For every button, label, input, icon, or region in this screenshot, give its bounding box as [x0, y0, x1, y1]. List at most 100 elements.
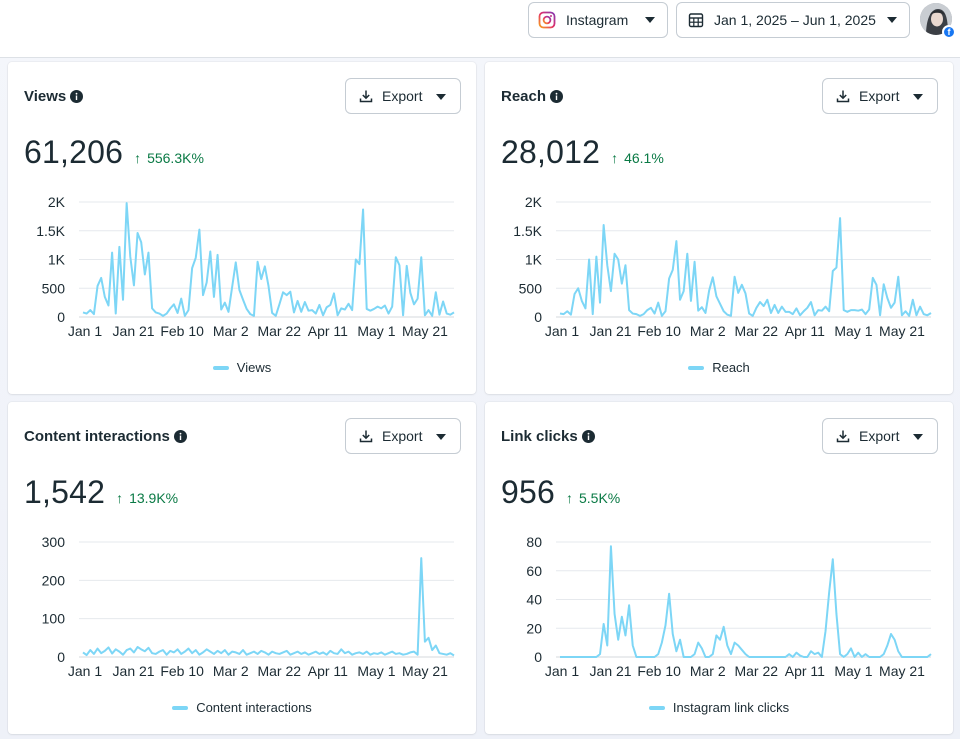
y-tick-label: 60	[526, 563, 542, 579]
metric-change: ↑ 13.9K%	[116, 490, 178, 506]
legend-label: Views	[236, 360, 272, 375]
card-title-text: Link clicks	[501, 428, 578, 445]
x-tick-label: Mar 2	[213, 663, 249, 679]
x-tick-label: Feb 10	[160, 663, 204, 679]
link-clicks-card: Link clicks Export 956 ↑ 5.5K% 0 20 40 60 80…	[485, 402, 953, 734]
y-tick-label: 1K	[525, 252, 543, 268]
series-line[interactable]	[559, 217, 932, 317]
card-title: Content interactions	[24, 428, 187, 445]
y-tick-label: 300	[42, 534, 66, 550]
x-tick-label: Jan 21	[590, 663, 632, 679]
export-label: Export	[382, 88, 423, 104]
date-range-picker[interactable]: Jan 1, 2025 – Jun 1, 2025	[676, 2, 910, 38]
x-tick-label: Feb 10	[637, 323, 681, 339]
card-title: Link clicks	[501, 428, 595, 445]
metric-value: 956	[501, 474, 555, 510]
x-tick-label: Mar 22	[734, 323, 778, 339]
export-button[interactable]: Export	[345, 78, 461, 114]
x-tick-label: Jan 21	[590, 323, 632, 339]
metric-row: 956 ↑ 5.5K%	[501, 474, 620, 511]
x-tick-label: Mar 22	[257, 323, 301, 339]
instagram-icon	[538, 11, 556, 29]
line-chart: 0 20 40 60 80 Jan 1 Jan 21 Feb 10 Mar 2 Mar 22 Apr…	[526, 534, 932, 679]
arrow-up-icon: ↑	[566, 490, 573, 506]
x-tick-label: Jan 1	[545, 323, 579, 339]
arrow-up-icon: ↑	[611, 150, 619, 166]
x-tick-label: Mar 2	[213, 323, 249, 339]
y-tick-label: 0	[534, 309, 542, 325]
metric-row: 61,206 ↑ 556.3K%	[24, 134, 204, 171]
download-icon	[836, 429, 850, 443]
y-tick-label: 200	[42, 572, 66, 588]
download-icon	[836, 89, 850, 103]
export-button[interactable]: Export	[822, 78, 938, 114]
x-tick-label: Jan 1	[68, 663, 102, 679]
y-tick-label: 80	[526, 534, 542, 550]
legend-swatch	[648, 705, 665, 710]
views-card: Views Export 61,206 ↑ 556.3K% 0 500 1K 1.5K…	[8, 62, 476, 394]
platform-selector[interactable]: Instagram	[528, 2, 668, 38]
chart-legend[interactable]: Content interactions	[8, 700, 476, 715]
calendar-icon	[688, 12, 704, 28]
reach-card: Reach Export 28,012 ↑ 46.1% 0 500 1K 1.5K 2K…	[485, 62, 953, 394]
series-line[interactable]	[82, 202, 455, 317]
series-line[interactable]	[560, 545, 932, 658]
metric-value: 1,542	[24, 474, 106, 510]
info-icon[interactable]	[70, 90, 84, 103]
y-tick-label: 500	[42, 280, 66, 296]
x-tick-label: May 21	[402, 323, 448, 339]
metric-change: ↑ 556.3K%	[134, 150, 204, 166]
metric-change-value: 5.5K%	[579, 490, 621, 506]
metric-change-value: 46.1%	[624, 150, 664, 166]
metric-row: 1,542 ↑ 13.9K%	[24, 474, 178, 511]
card-title-text: Reach	[501, 88, 547, 105]
platform-label: Instagram	[566, 12, 629, 28]
series-line[interactable]	[82, 557, 455, 657]
x-tick-label: May 21	[402, 663, 448, 679]
y-tick-label: 0	[534, 649, 542, 665]
legend-label: Content interactions	[196, 700, 312, 715]
info-icon[interactable]	[550, 90, 564, 103]
x-tick-label: May 21	[879, 323, 925, 339]
chart-legend[interactable]: Reach	[485, 360, 953, 375]
caret-down-icon	[436, 94, 446, 100]
x-tick-label: Feb 10	[160, 323, 204, 339]
x-tick-label: May 1	[357, 663, 395, 679]
legend-swatch	[688, 365, 705, 370]
download-icon	[359, 429, 373, 443]
metric-row: 28,012 ↑ 46.1%	[501, 134, 664, 171]
metric-value: 28,012	[501, 134, 601, 170]
x-tick-label: May 1	[834, 663, 872, 679]
metric-change-value: 13.9K%	[129, 490, 179, 506]
chart-legend[interactable]: Views	[8, 360, 476, 375]
metric-change: ↑ 46.1%	[611, 150, 664, 166]
caret-down-icon	[913, 94, 923, 100]
top-bar: Instagram Jan 1, 2025 – Jun 1, 2025 f	[0, 0, 960, 58]
chart-legend[interactable]: Instagram link clicks	[485, 700, 953, 715]
account-avatar[interactable]: f	[920, 3, 956, 39]
x-tick-label: Jan 21	[113, 323, 155, 339]
info-icon[interactable]	[173, 430, 187, 443]
x-tick-label: Mar 22	[734, 663, 778, 679]
arrow-up-icon: ↑	[116, 490, 124, 506]
y-tick-label: 500	[519, 280, 543, 296]
x-tick-label: Apr 11	[785, 323, 825, 339]
x-tick-label: May 1	[834, 323, 872, 339]
card-title: Reach	[501, 88, 564, 105]
y-tick-label: 1.5K	[36, 223, 65, 239]
caret-down-icon	[436, 434, 446, 440]
x-tick-label: Apr 11	[308, 323, 348, 339]
export-button[interactable]: Export	[345, 418, 461, 454]
date-range-label: Jan 1, 2025 – Jun 1, 2025	[714, 12, 876, 28]
card-title-text: Content interactions	[24, 428, 170, 445]
info-icon[interactable]	[581, 430, 595, 443]
content-interactions-card: Content interactions Export 1,542 ↑ 13.9…	[8, 402, 476, 734]
metric-value: 61,206	[24, 134, 124, 170]
y-tick-label: 1K	[48, 252, 66, 268]
y-tick-label: 2K	[525, 194, 543, 210]
line-chart: 0 500 1K 1.5K 2K Jan 1 Jan 21 Feb 10 Mar 2 Mar 22…	[36, 194, 455, 339]
card-title-text: Views	[24, 88, 67, 105]
caret-down-icon	[887, 17, 897, 23]
x-tick-label: Feb 10	[637, 663, 681, 679]
export-button[interactable]: Export	[822, 418, 938, 454]
